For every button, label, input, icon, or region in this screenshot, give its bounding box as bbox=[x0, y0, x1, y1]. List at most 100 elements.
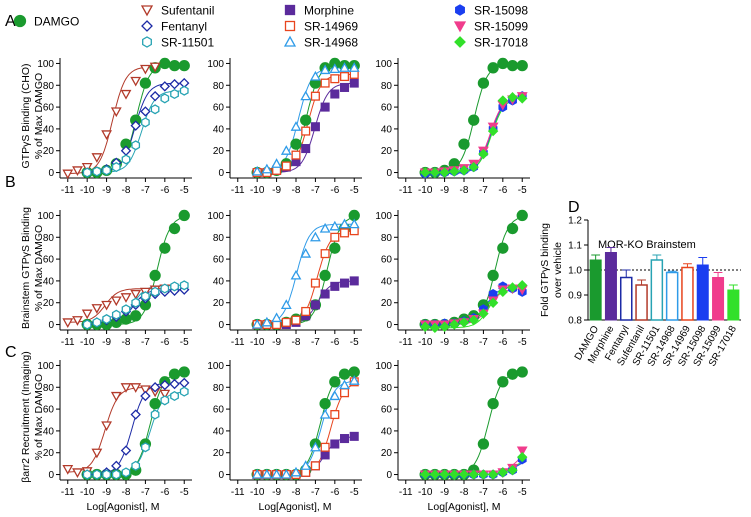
data-point-sufentanil bbox=[159, 389, 171, 400]
x-tick-label: -7 bbox=[141, 185, 150, 196]
y-tick-label: 40 bbox=[43, 276, 55, 287]
data-point-morphine bbox=[340, 82, 350, 92]
y-tick-label: 0 bbox=[386, 320, 392, 331]
y-tick-label: 20 bbox=[213, 298, 225, 309]
data-point-sr-14968 bbox=[310, 231, 321, 242]
legend-marker-morphine bbox=[284, 4, 296, 16]
data-point-sr-11501 bbox=[150, 104, 160, 115]
data-point-fentanyl bbox=[179, 377, 190, 389]
data-point-sr-14968 bbox=[290, 466, 302, 477]
x-tick-label: -8 bbox=[460, 185, 469, 196]
data-point-sr-17018 bbox=[517, 93, 528, 104]
x-tick-label: -11 bbox=[399, 487, 413, 498]
data-point-sr-17018 bbox=[468, 469, 479, 480]
y-tick-label: 60 bbox=[213, 103, 225, 114]
legend-item-sr-14968: SR-14968 bbox=[283, 35, 358, 50]
panel-a2: 0 20 40 60 80 100 -11 -10 -9 -8 -7 -6 -5 bbox=[207, 57, 362, 196]
data-point-damgo bbox=[290, 138, 302, 150]
panel-b3: 0 20 40 60 80 100 -11 -10 -9 -8 -7 -6 -5 bbox=[375, 209, 530, 348]
data-point-morphine bbox=[330, 89, 340, 99]
y-tick-label: 80 bbox=[381, 383, 393, 394]
data-point-sr-17018 bbox=[478, 308, 489, 319]
bar-y-tick-label: 1.1 bbox=[568, 241, 582, 252]
data-point-fentanyl bbox=[130, 120, 141, 131]
data-point-sr-11501 bbox=[141, 117, 150, 128]
y-tick-label: 60 bbox=[43, 255, 55, 266]
x-tick-label: -9 bbox=[102, 185, 111, 196]
data-point-sr-17018 bbox=[439, 469, 450, 480]
data-point-sr-14969 bbox=[330, 74, 340, 84]
data-point-sr-17018 bbox=[517, 280, 528, 291]
x-tick-label: -8 bbox=[460, 337, 469, 348]
x-tick-label: -7 bbox=[479, 487, 488, 498]
data-point-sr-11501 bbox=[82, 319, 92, 330]
legend-label-fentanyl: Fentanyl bbox=[161, 20, 207, 34]
data-point-fentanyl bbox=[130, 409, 141, 420]
legend-item-sr-15099: SR-15099 bbox=[453, 20, 528, 34]
data-point-sr-14968 bbox=[310, 441, 321, 452]
x-tick-label: -6 bbox=[498, 185, 507, 196]
legend-item-sr-14969: SR-14969 bbox=[284, 20, 358, 34]
data-point-fentanyl bbox=[159, 81, 171, 92]
data-point-fentanyl bbox=[149, 382, 161, 393]
data-point-sufentanil bbox=[140, 385, 151, 396]
x-tick-label: -10 bbox=[418, 487, 433, 498]
legend-marker-sr-14968 bbox=[283, 35, 297, 47]
bar-y-tick-label: 0.9 bbox=[568, 291, 582, 302]
bar-y-tick-label: 1.2 bbox=[568, 216, 582, 227]
data-point-sufentanil bbox=[120, 383, 132, 393]
legend-marker-damgo bbox=[13, 14, 27, 28]
data-point-sr-14968 bbox=[329, 63, 341, 73]
data-point-sr-14968 bbox=[319, 222, 331, 233]
y-tick-label: 60 bbox=[381, 405, 393, 416]
data-point-sr-14968 bbox=[329, 390, 341, 401]
data-point-damgo bbox=[468, 114, 480, 126]
x-tick-label: -10 bbox=[250, 487, 265, 498]
data-point-morphine bbox=[310, 300, 320, 310]
data-point-sufentanil bbox=[110, 107, 122, 118]
panel-letter-b: B bbox=[5, 174, 16, 191]
x-tick-label: -8 bbox=[292, 337, 301, 348]
y-tick-label: 100 bbox=[37, 211, 54, 222]
data-point-sr-14968 bbox=[280, 468, 292, 479]
y-tick-label: 40 bbox=[213, 426, 225, 437]
x-tick-label: -11 bbox=[61, 185, 75, 196]
y-tick-label: 60 bbox=[213, 255, 225, 266]
data-point-damgo bbox=[487, 62, 499, 74]
data-point-damgo bbox=[159, 242, 171, 254]
data-point-sr-14968 bbox=[300, 247, 312, 258]
data-point-damgo bbox=[329, 242, 341, 254]
data-point-fentanyl bbox=[140, 106, 151, 117]
y-tick-label: 20 bbox=[381, 146, 393, 157]
data-point-damgo bbox=[149, 397, 161, 410]
y-tick-label: 0 bbox=[48, 168, 54, 179]
legend-item-fentanyl: Fentanyl bbox=[141, 20, 207, 34]
data-point-morphine bbox=[320, 450, 330, 460]
legend-item-sufentanil: Sufentanil bbox=[140, 4, 214, 18]
x-tick-label: -8 bbox=[122, 185, 131, 196]
legend-marker-sr-11501 bbox=[142, 36, 152, 48]
x-tick-label: -8 bbox=[292, 487, 301, 498]
data-point-sr-14968 bbox=[261, 163, 273, 174]
x-tick-label: -7 bbox=[479, 337, 488, 348]
data-point-sr-14968 bbox=[319, 408, 331, 419]
data-point-sr-14969 bbox=[340, 228, 350, 238]
data-point-sr-14968 bbox=[261, 468, 273, 479]
data-point-damgo bbox=[516, 366, 528, 378]
bar-y-tick-label: 1.0 bbox=[568, 266, 582, 277]
data-point-sr-17018 bbox=[429, 469, 441, 480]
data-point-sr-11501 bbox=[179, 85, 189, 96]
data-point-sr-14969 bbox=[291, 150, 301, 160]
data-point-sr-11501 bbox=[160, 395, 170, 406]
x-tick-label: -6 bbox=[498, 487, 507, 498]
data-point-morphine bbox=[310, 122, 320, 132]
data-point-sr-14968 bbox=[339, 218, 350, 229]
data-point-sr-14968 bbox=[290, 121, 302, 131]
data-point-sufentanil bbox=[62, 318, 74, 329]
data-point-fentanyl bbox=[169, 378, 180, 390]
x-tick-label: -10 bbox=[418, 185, 433, 196]
data-point-morphine bbox=[330, 439, 340, 449]
legend-marker-sr-15098 bbox=[455, 4, 465, 16]
data-point-sr-17018 bbox=[497, 95, 509, 106]
row-c-ylabel-line2: % of Max DAMGO bbox=[33, 374, 45, 460]
